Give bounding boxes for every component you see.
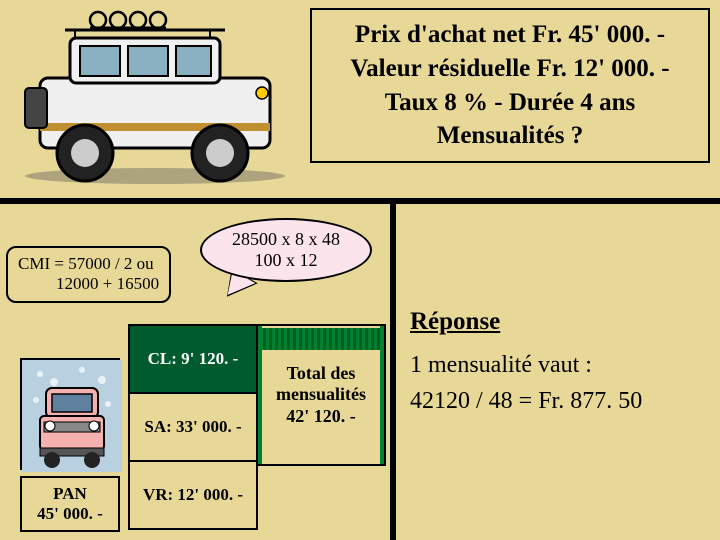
cmi-box: CMI = 57000 / 2 ou 12000 + 16500 [6,246,171,303]
horizontal-divider [0,198,720,204]
total-line-1: Total des [287,363,356,385]
title-box: Prix d'achat net Fr. 45' 000. - Valeur r… [310,8,710,163]
suv-illustration [10,8,300,188]
answer-line-1: 1 mensualité vaut : [410,352,592,379]
total-box: Total des mensualités 42' 120. - [256,324,386,466]
total-line-2: mensualités [276,384,366,406]
vr-box: VR: 12' 000. - [128,460,258,530]
title-line-1: Prix d'achat net Fr. 45' 000. - [324,18,696,52]
cmi-line-2: 12000 + 16500 [18,274,159,294]
cmi-line-1: CMI = 57000 / 2 ou [18,254,159,274]
answer-line-2: 42120 / 48 = Fr. 877. 50 [410,388,642,415]
formula-numerator: 28500 x 8 x 48 [232,229,340,250]
title-line-2: Valeur résiduelle Fr. 12' 000. - [324,52,696,86]
total-line-3: 42' 120. - [286,406,356,428]
cl-box: CL: 9' 120. - [128,324,258,394]
stack-column: CL: 9' 120. - SA: 33' 000. - VR: 12' 000… [128,326,258,530]
title-line-3: Taux 8 % - Durée 4 ans [324,86,696,120]
reponse-heading: Réponse [410,308,500,336]
vertical-divider [390,198,396,540]
sa-box: SA: 33' 000. - [128,392,258,462]
formula-bubble: 28500 x 8 x 48 100 x 12 [200,218,372,282]
pan-box: PAN 45' 000. - [20,476,120,532]
top-section: Prix d'achat net Fr. 45' 000. - Valeur r… [0,0,720,196]
formula-denominator: 100 x 12 [255,250,318,271]
title-line-4: Mensualités ? [324,119,696,153]
pan-value: 45' 000. - [37,504,103,524]
car-front-icon [20,358,120,470]
pan-label: PAN [53,484,87,504]
